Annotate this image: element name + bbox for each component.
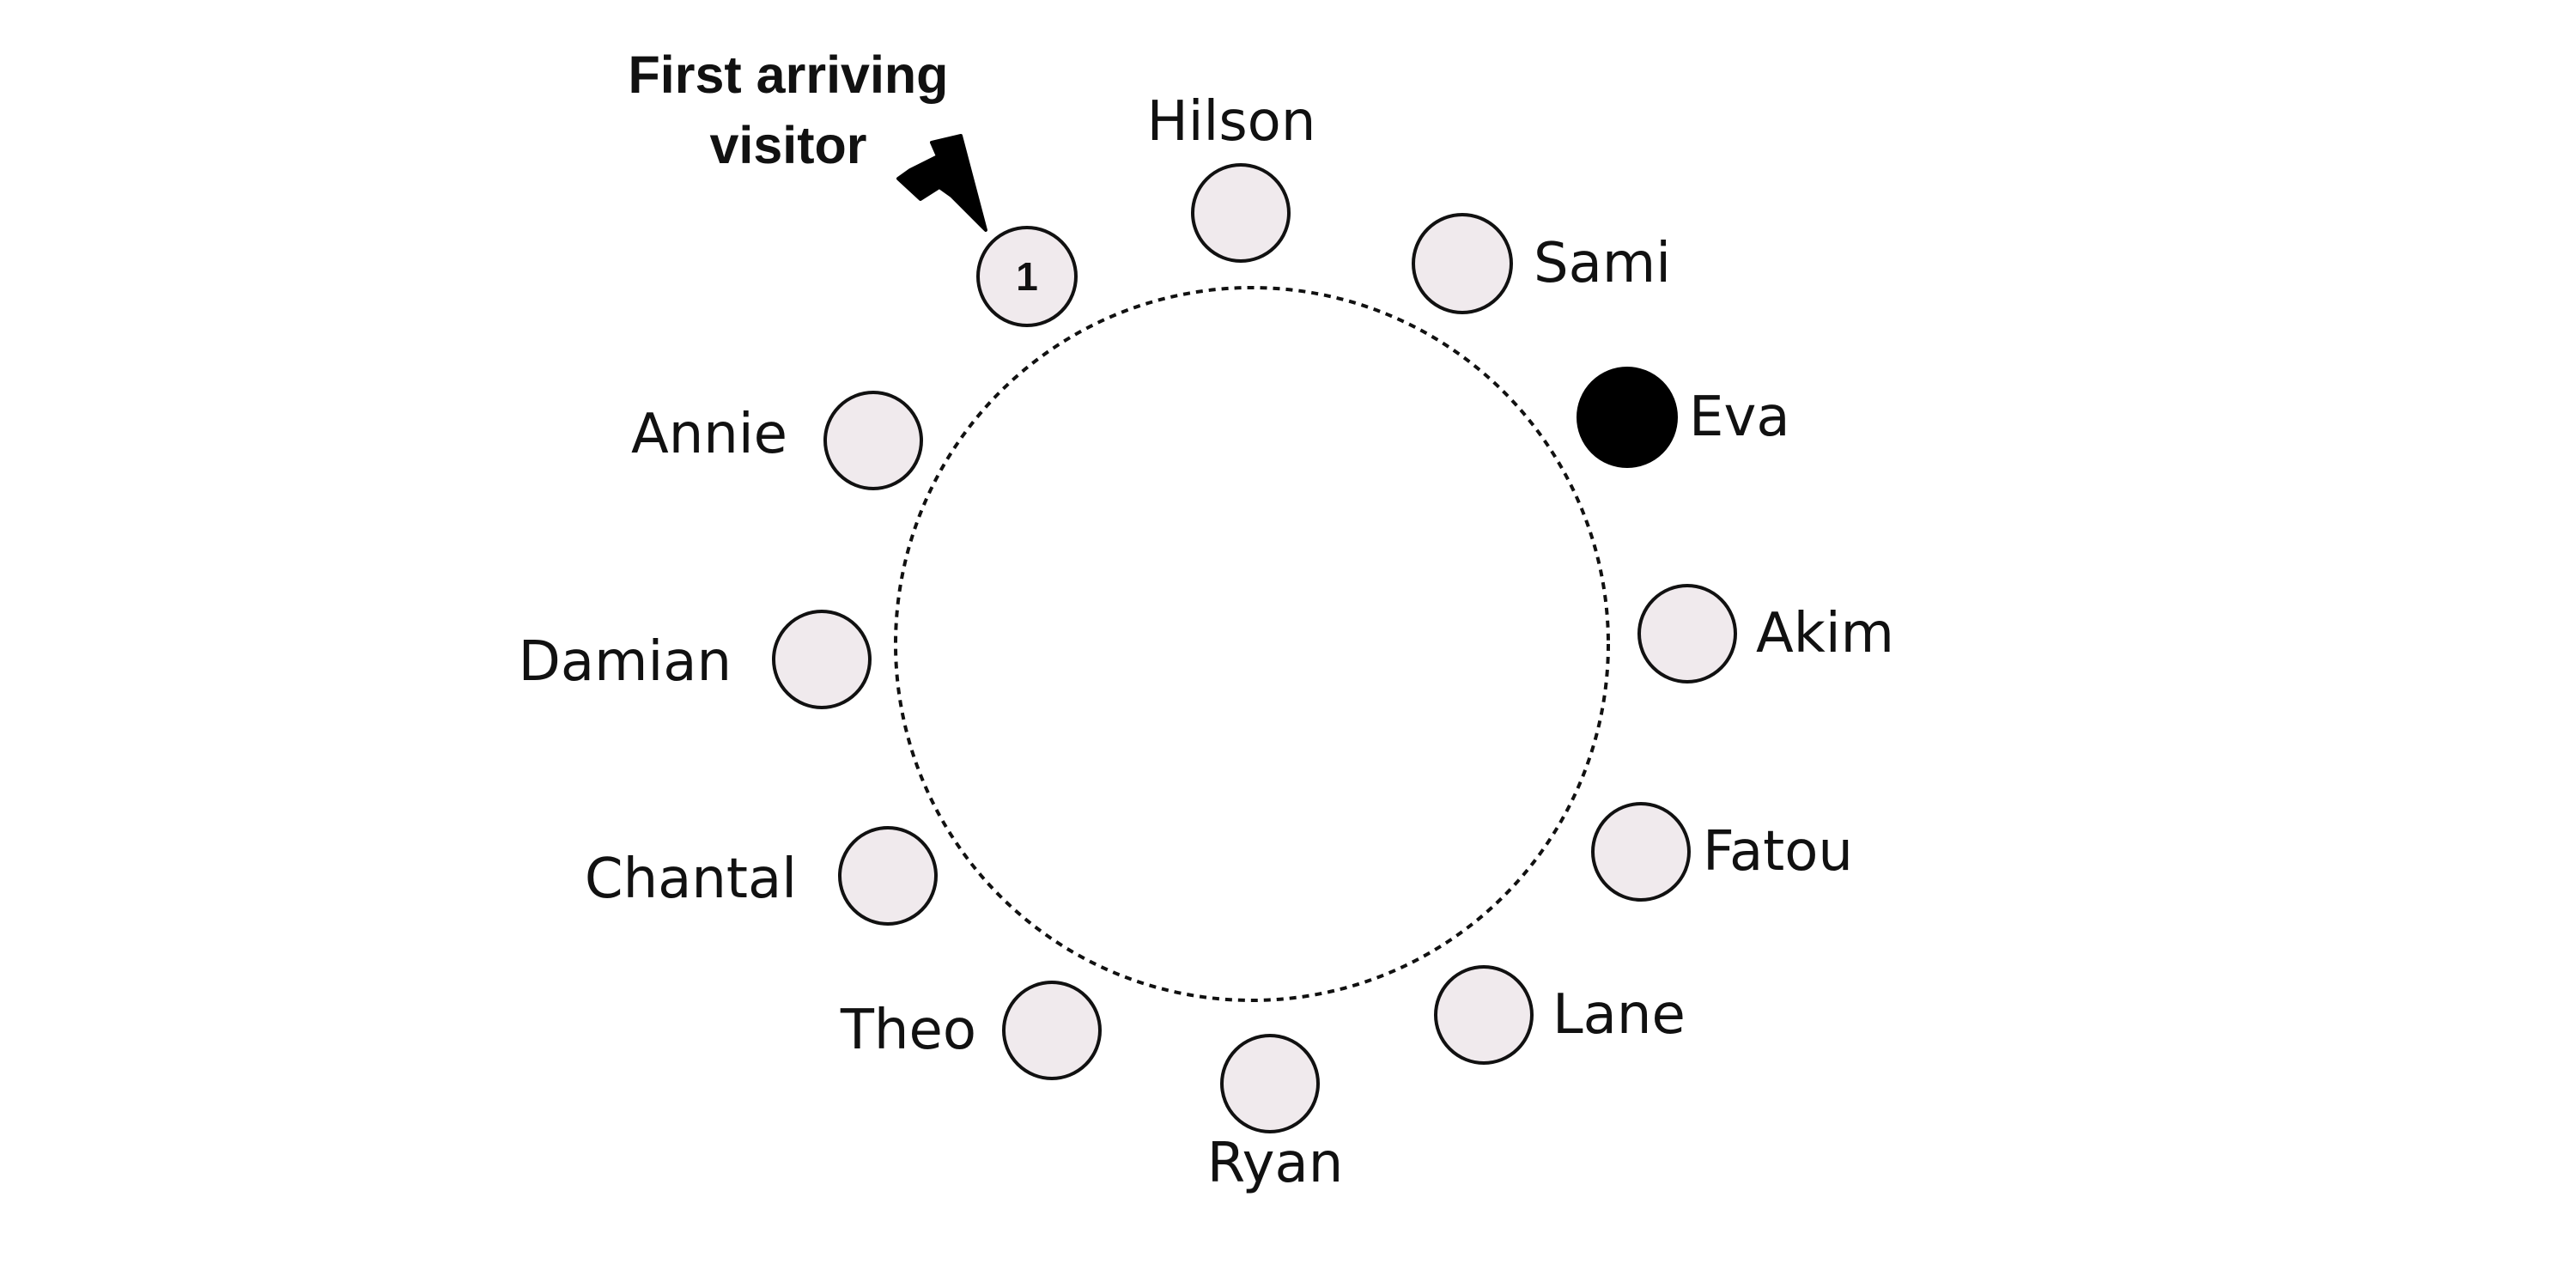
callout-line-2: visitor xyxy=(709,116,866,174)
seat-damian: Damian xyxy=(519,610,872,709)
seat-seat-1: 1 xyxy=(976,226,1078,327)
seat-name-label: Annie xyxy=(631,403,787,466)
seat-annie: Annie xyxy=(631,391,923,490)
seat-name-label: Theo xyxy=(840,999,976,1062)
seat-name-label: Akim xyxy=(1756,602,1894,665)
seat-name-label: Fatou xyxy=(1703,820,1853,884)
seat-circle xyxy=(1434,965,1534,1065)
seat-name-label: Damian xyxy=(519,630,732,694)
seat-circle xyxy=(1577,367,1678,468)
seat-number: 1 xyxy=(1016,254,1038,299)
seat-name-label: Hilson xyxy=(1147,90,1316,154)
seat-name-label: Lane xyxy=(1552,983,1686,1047)
seat-circle xyxy=(1002,981,1102,1080)
seat-eva: Eva xyxy=(1577,367,1790,468)
seat-name-label: Sami xyxy=(1534,232,1671,295)
seat-circle xyxy=(976,226,1078,327)
seat-chantal: Chantal xyxy=(585,826,938,926)
seat-name-label: Chantal xyxy=(585,848,797,911)
seat-sami: Sami xyxy=(1412,213,1671,314)
seat-circle xyxy=(823,391,923,490)
seat-name-label: Ryan xyxy=(1207,1132,1344,1195)
callout-line-1: First arriving xyxy=(629,46,949,104)
seat-circle xyxy=(1637,584,1737,683)
seat-fatou: Fatou xyxy=(1591,802,1853,902)
seat-ryan: Ryan xyxy=(1207,1034,1344,1195)
seat-circle xyxy=(1220,1034,1320,1133)
round-table-outline xyxy=(894,286,1610,1002)
seat-hilson: Hilson xyxy=(1147,90,1316,263)
seat-circle xyxy=(1412,213,1513,314)
seat-circle xyxy=(1591,802,1691,902)
seat-lane: Lane xyxy=(1434,965,1686,1065)
seat-circle xyxy=(1191,163,1291,263)
seat-theo: Theo xyxy=(840,981,1102,1080)
seat-name-label: Eva xyxy=(1689,386,1790,449)
seat-circle xyxy=(772,610,872,709)
seat-akim: Akim xyxy=(1637,584,1894,683)
callout-arrow-icon xyxy=(896,134,987,232)
seat-circle xyxy=(838,826,938,926)
